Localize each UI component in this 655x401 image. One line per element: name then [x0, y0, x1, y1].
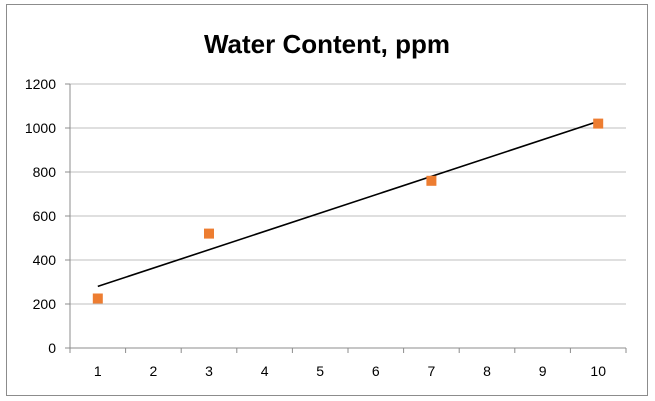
gridlines: [70, 83, 626, 305]
x-tick-label: 6: [372, 363, 380, 379]
data-point: [204, 228, 214, 239]
x-tick-label: 4: [261, 363, 269, 379]
y-tick-label: 800: [33, 164, 57, 180]
x-tick-label: 10: [590, 363, 606, 379]
x-tick-label: 2: [150, 363, 158, 379]
y-tick-label: 0: [48, 340, 56, 356]
trendline: [97, 120, 599, 288]
y-tick-label: 1200: [25, 76, 56, 92]
x-tick-label: 3: [205, 363, 213, 379]
data-point: [426, 175, 437, 186]
x-tick-labels: 1 2 3 4 5 6 7 8 9 10: [94, 363, 606, 379]
x-tick-label: 5: [316, 363, 324, 379]
y-tick-label: 1000: [25, 120, 56, 136]
x-tick-label: 1: [94, 363, 102, 379]
data-point: [593, 118, 604, 129]
y-tick-label: 600: [33, 208, 57, 224]
x-tick-label: 9: [539, 363, 547, 379]
y-tick-label: 200: [33, 296, 57, 312]
x-tick-label: 7: [428, 363, 436, 379]
x-tick-label: 8: [483, 363, 491, 379]
trendline-group: [97, 120, 599, 288]
data-points: [92, 118, 604, 304]
y-tick-label: 400: [33, 252, 57, 268]
axes: [65, 83, 627, 353]
y-tick-labels: 0 200 400 600 800 1000 1200: [25, 76, 56, 356]
chart-frame: [6, 4, 648, 396]
data-point: [92, 293, 103, 304]
chart-title: Water Content, ppm: [204, 29, 450, 59]
